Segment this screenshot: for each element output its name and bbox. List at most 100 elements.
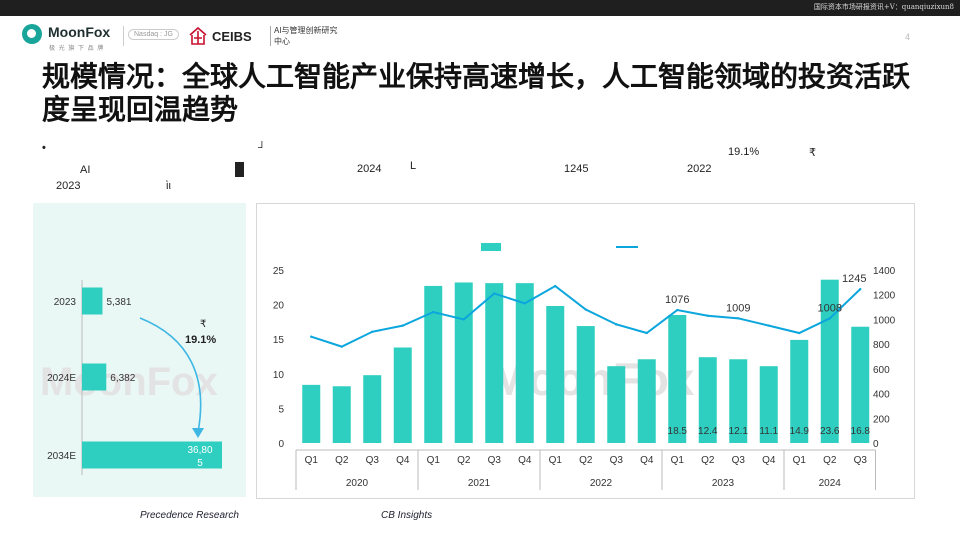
fragment-2023: 2023: [56, 180, 81, 192]
investment-bar: [424, 285, 443, 443]
fragment-bracket-r: ┘: [258, 142, 266, 154]
size-category-label: 2034E: [47, 451, 76, 462]
fragment-bullet: •: [42, 142, 46, 154]
fragment-1245: 1245: [564, 163, 589, 175]
investment-bar-label: 23.6: [820, 426, 840, 437]
size-value-label: 5,381: [106, 297, 131, 308]
deal-count-point: [706, 314, 709, 317]
nasdaq-badge: Nasdaq : JG: [128, 29, 179, 40]
x-quarter-label: Q3: [854, 455, 868, 466]
deal-count-point: [493, 292, 496, 295]
y-right-tick-label: 1400: [873, 266, 896, 277]
fragment-2024: 2024: [357, 163, 382, 175]
investment-bar-label: 11.1: [759, 426, 778, 437]
y-right-tick-label: 600: [873, 365, 890, 376]
cagr-arrow: [139, 317, 202, 433]
top-bar: 国际资本市场研报资讯+V：quanqiuzixun8: [0, 0, 960, 16]
top-bar-note: 国际资本市场研报资讯+V：quanqiuzixun8: [813, 3, 954, 11]
y-left-tick-label: 0: [278, 439, 284, 450]
cagr-label: 19.1%: [185, 334, 216, 346]
investment-bar: [790, 339, 809, 443]
cagr-arrow-head: [192, 428, 204, 438]
fragment-bracket-l: L: [410, 160, 417, 172]
investment-bar: [363, 375, 382, 443]
y-left-tick-label: 5: [278, 404, 284, 415]
deal-count-point: [798, 331, 801, 335]
x-quarter-label: Q4: [518, 455, 532, 466]
x-quarter-label: Q4: [396, 455, 410, 466]
size-value-label: 36,80: [187, 445, 212, 456]
size-category-label: 2024E: [47, 373, 76, 384]
size-value-label-cont: 5: [197, 458, 203, 469]
deal-count-point: [432, 310, 435, 314]
watermark-left: MoonFox: [40, 360, 218, 404]
y-right-tick-label: 0: [873, 439, 879, 450]
deal-count-point: [401, 324, 404, 327]
y-right-tick-label: 400: [873, 390, 890, 401]
investment-bar: [515, 283, 534, 443]
x-quarter-label: Q1: [549, 455, 563, 466]
x-quarter-label: Q1: [793, 455, 807, 466]
x-year-label: 2024: [819, 478, 842, 489]
y-left-tick-label: 15: [273, 335, 285, 346]
deal-count-label: 1076: [665, 294, 689, 306]
deal-count-point: [462, 318, 465, 321]
header: MoonFox 极 光 旗 下 品 牌 Nasdaq : JG CEIBS AI…: [22, 22, 352, 52]
source-right: CB Insights: [381, 510, 433, 521]
investment-bar: [698, 357, 717, 443]
ceibs-brand: CEIBS: [212, 29, 252, 44]
investment-bar: [302, 384, 321, 443]
fragment-mark: [235, 162, 244, 177]
deal-count-point: [371, 330, 374, 333]
fragment-lu: ὶι: [166, 180, 171, 192]
deal-count-point: [676, 308, 679, 312]
deal-count-point: [584, 308, 587, 311]
x-quarter-label: Q2: [579, 455, 593, 466]
x-quarter-label: Q1: [427, 455, 441, 466]
x-quarter-label: Q2: [701, 455, 715, 466]
ceibs-divider: [270, 26, 271, 46]
investment-bar-label: 12.1: [729, 426, 749, 437]
x-quarter-label: Q4: [762, 455, 776, 466]
fragment-pct: 19.1%: [728, 146, 760, 158]
investment-bar-label: 18.5: [668, 426, 688, 437]
x-quarter-label: Q3: [610, 455, 624, 466]
investment-bar-label: 12.4: [698, 426, 718, 437]
fragment-r-symbol: ₹: [809, 147, 816, 159]
x-year-label: 2020: [346, 478, 369, 489]
size-value-label: 6,382: [110, 373, 135, 384]
page-number: 4: [905, 32, 911, 42]
investment-bar: [851, 326, 870, 443]
source-left: Precedence Research: [140, 510, 239, 521]
investment-bar-label: 16.8: [851, 426, 871, 437]
deal-count-point: [767, 324, 770, 327]
cagr-symbol: ₹: [200, 319, 206, 330]
investment-bar-label: 14.9: [790, 426, 810, 437]
investment-bar: [576, 326, 595, 443]
size-bar-2034E: [82, 441, 222, 469]
deal-count-point: [340, 345, 343, 348]
y-left-tick-label: 25: [273, 266, 285, 277]
x-quarter-label: Q3: [366, 455, 380, 466]
size-category-label: 2023: [54, 297, 77, 308]
deal-count-label: 1245: [842, 273, 866, 285]
x-year-label: 2023: [712, 478, 735, 489]
y-left-tick-label: 10: [273, 370, 285, 381]
deal-count-label: 1008: [818, 302, 842, 314]
investment-bar: [668, 314, 687, 443]
x-year-label: 2021: [468, 478, 491, 489]
y-left-tick-label: 20: [273, 301, 285, 312]
x-quarter-label: Q1: [305, 455, 319, 466]
deal-count-point: [310, 335, 313, 338]
moonfox-logo-icon: [22, 24, 42, 44]
header-divider: [123, 26, 124, 46]
moonfox-brand: MoonFox: [48, 24, 111, 40]
y-right-tick-label: 1200: [873, 291, 896, 302]
deal-count-point: [645, 331, 648, 335]
x-quarter-label: Q3: [732, 455, 746, 466]
x-quarter-label: Q4: [640, 455, 654, 466]
investment-bar: [332, 386, 351, 443]
x-year-label: 2022: [590, 478, 613, 489]
x-quarter-label: Q2: [335, 455, 349, 466]
